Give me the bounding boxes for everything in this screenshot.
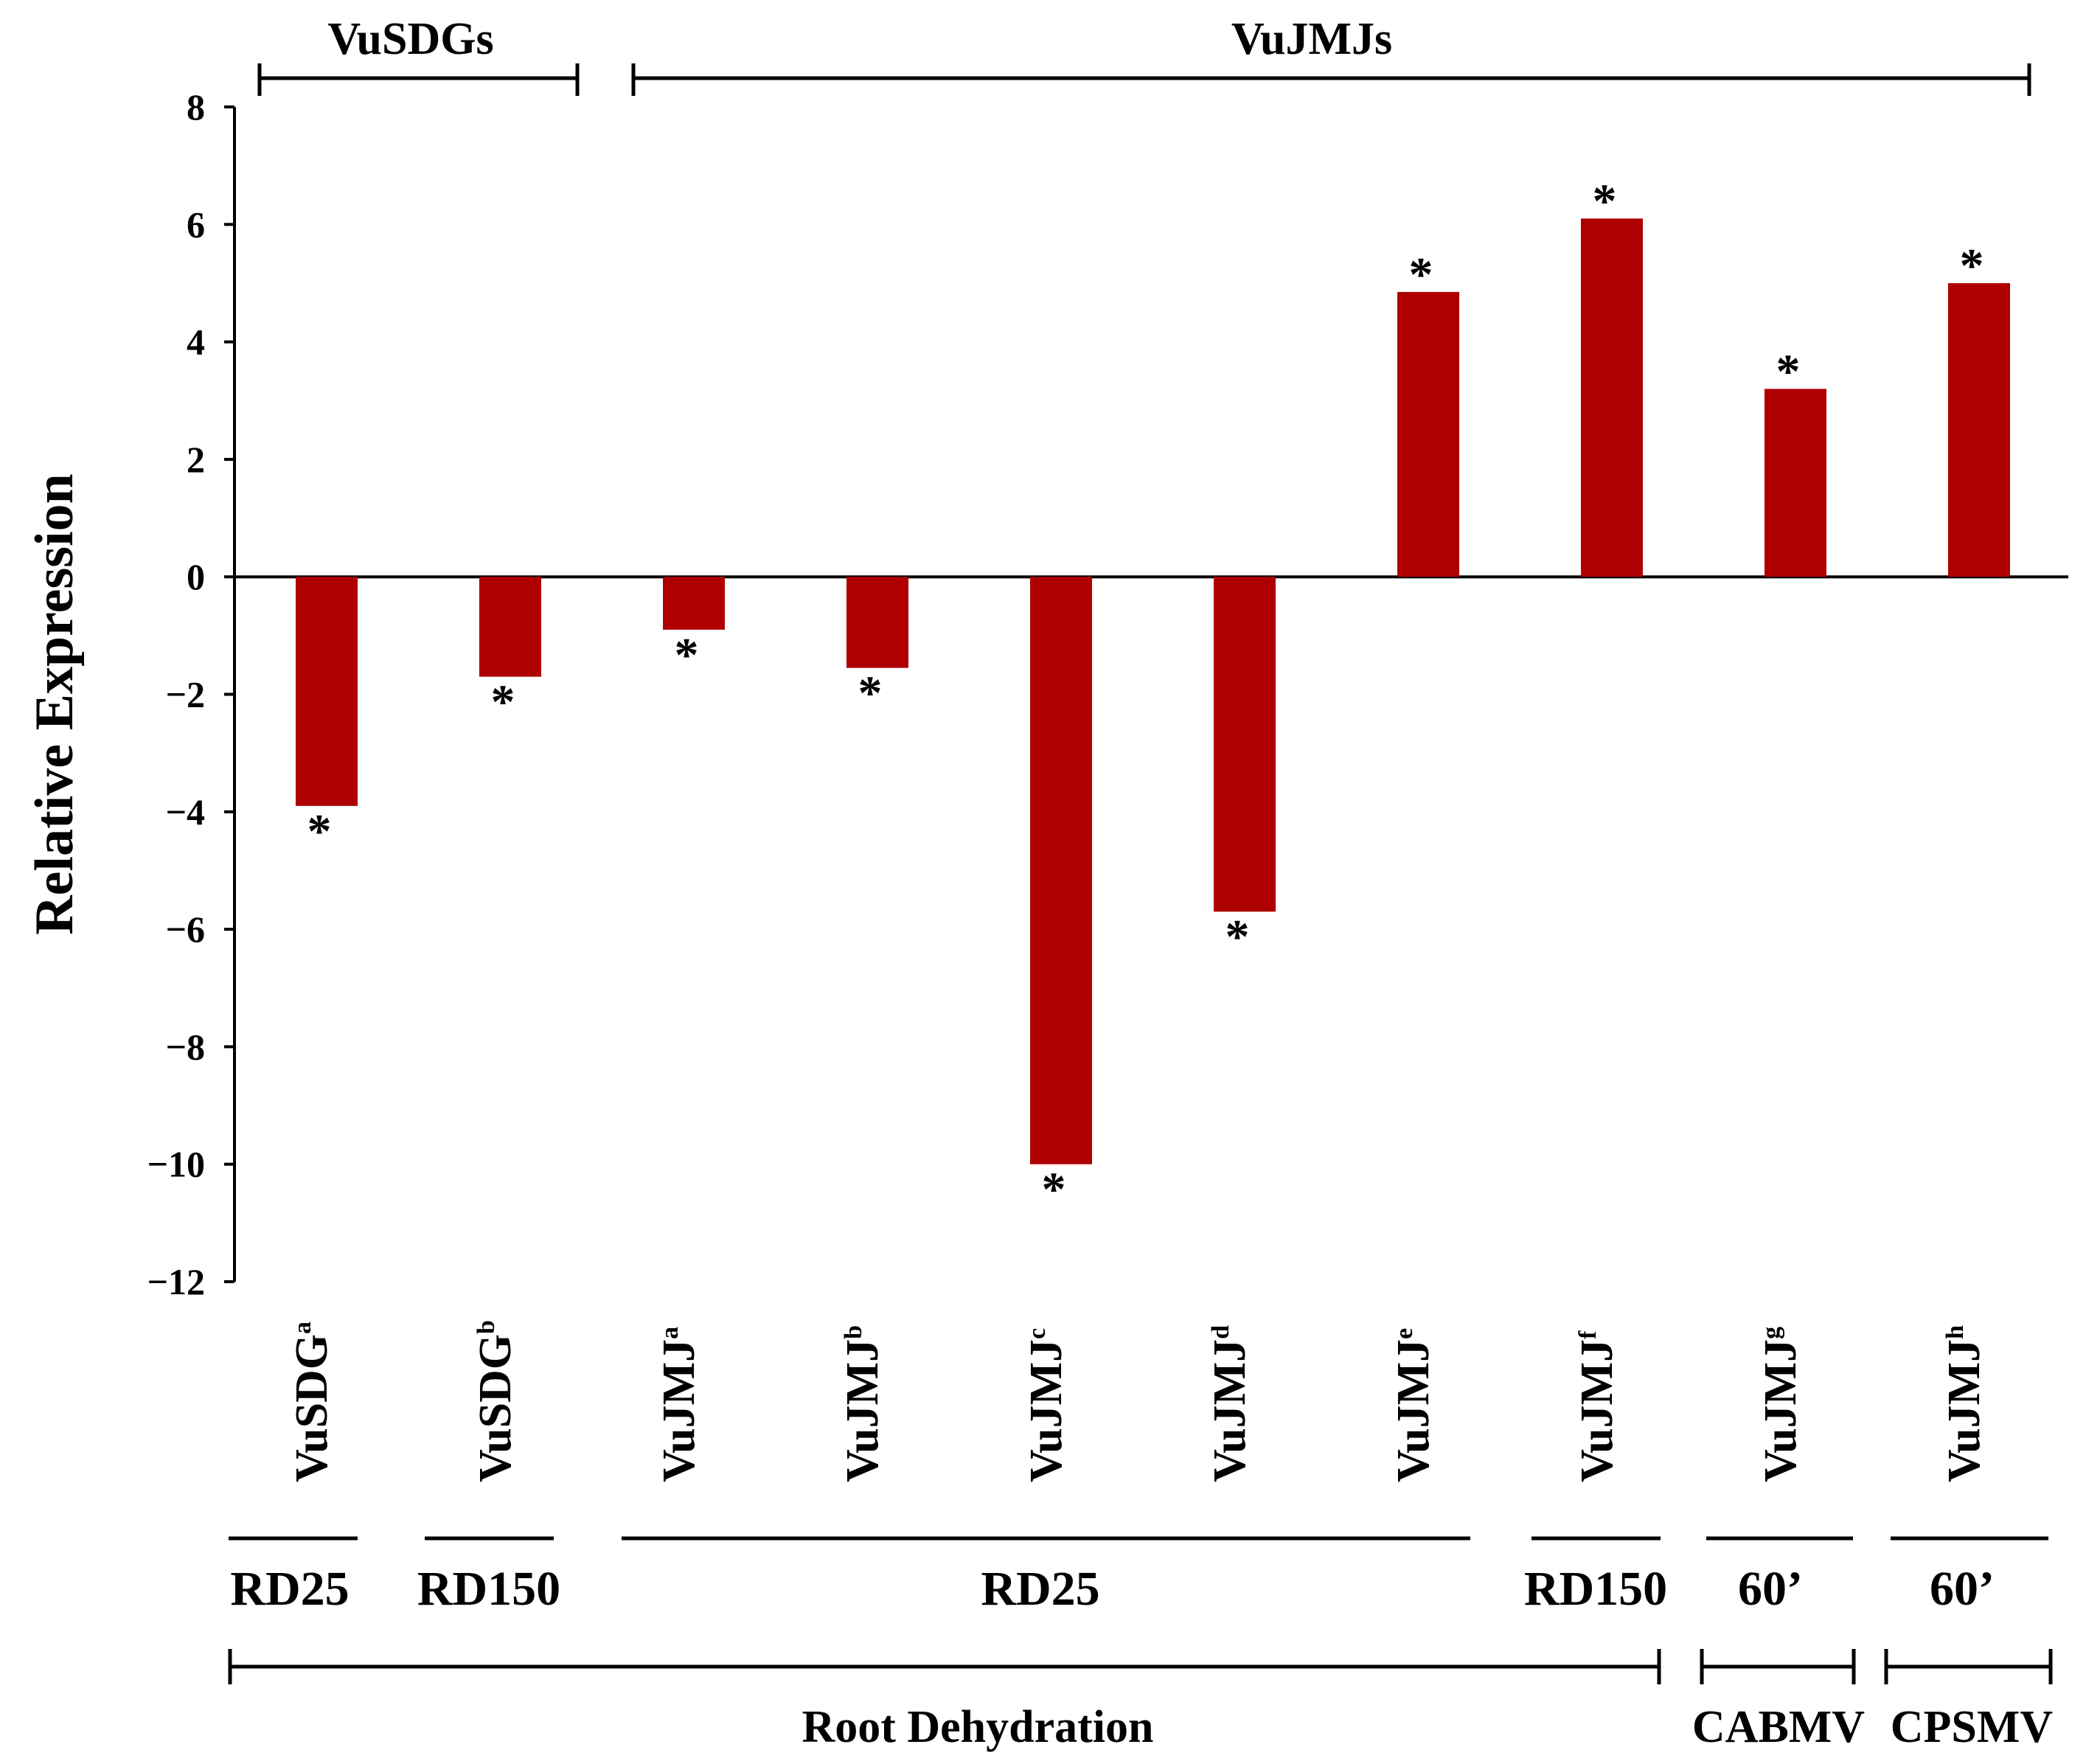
significance-star: *: [1409, 248, 1433, 302]
category-label: VuJMJg: [1756, 1327, 1806, 1482]
y-tick-label: −10: [147, 1144, 206, 1185]
treatment-label: CABMV: [1692, 1702, 1865, 1752]
category-superscript: b: [840, 1325, 867, 1339]
condition-label: RD150: [1524, 1562, 1667, 1616]
category-superscript: h: [1941, 1325, 1969, 1339]
y-tick-label: −6: [166, 909, 206, 950]
category-label: VuJMJe: [1388, 1328, 1439, 1482]
bar: [1581, 218, 1643, 577]
bars: [296, 218, 2010, 1164]
treatment-label: CPSMV: [1891, 1702, 2054, 1752]
significance-star: *: [1593, 174, 1617, 228]
category-label: VuJMJh: [1939, 1325, 1989, 1482]
y-tick-label: −12: [147, 1261, 206, 1302]
condition-label: 60’: [1930, 1562, 1995, 1616]
category-name: VuJMJ: [1205, 1339, 1255, 1482]
significance-star: *: [858, 667, 883, 720]
category-label: VuJMJf: [1572, 1330, 1622, 1482]
bar: [1214, 577, 1276, 912]
category-superscript: c: [1023, 1328, 1051, 1339]
category-superscript: d: [1207, 1325, 1234, 1339]
y-tick-label: −4: [166, 791, 206, 833]
significance-star: *: [307, 805, 332, 858]
top-group-label: VuSDGs: [327, 14, 493, 64]
top-group-brackets: VuSDGs VuJMJs: [257, 14, 2031, 96]
category-label: VuJMJc: [1021, 1328, 1071, 1482]
category-name: VuJMJ: [838, 1339, 888, 1482]
condition-labels: RD25 RD150 RD25 RD150 60’ 60’: [229, 1536, 2048, 1616]
y-ticks: 8 6 4 2 0 −2 −4 −6 −8 −10 −12: [147, 86, 234, 1302]
y-axis-title: Relative Expression: [24, 473, 85, 935]
bar: [1948, 282, 2010, 577]
treatment-brackets: Root Dehydration CABMV CPSMV: [228, 1649, 2054, 1752]
category-superscript: g: [1758, 1327, 1785, 1339]
category-label: VuJMJb: [838, 1325, 888, 1482]
category-label: VuSDGb: [470, 1320, 521, 1482]
y-tick-label: 2: [187, 439, 205, 480]
category-name: VuJMJ: [1572, 1339, 1622, 1482]
bar: [479, 577, 541, 677]
category-labels: VuSDGaVuSDGbVuJMJaVuJMJbVuJMJcVuJMJdVuJM…: [287, 1320, 1989, 1482]
significance-star: *: [1225, 910, 1250, 964]
y-tick-label: 8: [187, 86, 205, 128]
bar: [296, 577, 358, 806]
significance-star: *: [675, 628, 699, 682]
category-name: VuJMJ: [654, 1339, 704, 1482]
category-name: VuJMJ: [1756, 1339, 1806, 1482]
category-name: VuJMJ: [1388, 1339, 1439, 1482]
category-superscript: a: [289, 1322, 316, 1334]
y-axis: 8 6 4 2 0 −2 −4 −6 −8 −10 −12: [147, 86, 236, 1302]
category-superscript: e: [1391, 1328, 1418, 1339]
category-name: VuSDG: [470, 1334, 521, 1482]
significance-markers: * * * * * * * * * *: [307, 174, 1984, 1216]
y-tick-label: 0: [187, 556, 205, 597]
category-superscript: f: [1574, 1330, 1602, 1339]
category-label: VuJMJa: [654, 1327, 704, 1482]
y-tick-label: 6: [187, 204, 205, 245]
condition-label: RD150: [417, 1562, 560, 1616]
significance-star: *: [491, 676, 515, 729]
condition-label: 60’: [1738, 1562, 1803, 1616]
bar: [1030, 577, 1092, 1164]
y-tick-label: −2: [166, 674, 206, 715]
category-superscript: b: [473, 1320, 500, 1334]
condition-label: RD25: [230, 1562, 349, 1616]
category-name: VuJMJ: [1939, 1339, 1989, 1482]
y-tick-label: 4: [187, 322, 205, 363]
top-group-label: VuJMJs: [1231, 14, 1392, 64]
bar: [1397, 291, 1459, 577]
category-name: VuSDG: [287, 1334, 337, 1482]
category-label: VuSDGa: [287, 1322, 337, 1482]
category-superscript: a: [656, 1327, 684, 1339]
category-label: VuJMJd: [1205, 1325, 1255, 1482]
bar: [663, 577, 725, 630]
significance-star: *: [1042, 1163, 1066, 1217]
treatment-label: Root Dehydration: [802, 1702, 1153, 1752]
condition-label: RD25: [981, 1562, 1099, 1616]
significance-star: *: [1960, 239, 1984, 293]
significance-star: *: [1776, 344, 1801, 398]
bar: [846, 577, 908, 668]
category-name: VuJMJ: [1021, 1339, 1071, 1482]
y-tick-label: −8: [166, 1026, 206, 1067]
bar: [1765, 389, 1826, 577]
